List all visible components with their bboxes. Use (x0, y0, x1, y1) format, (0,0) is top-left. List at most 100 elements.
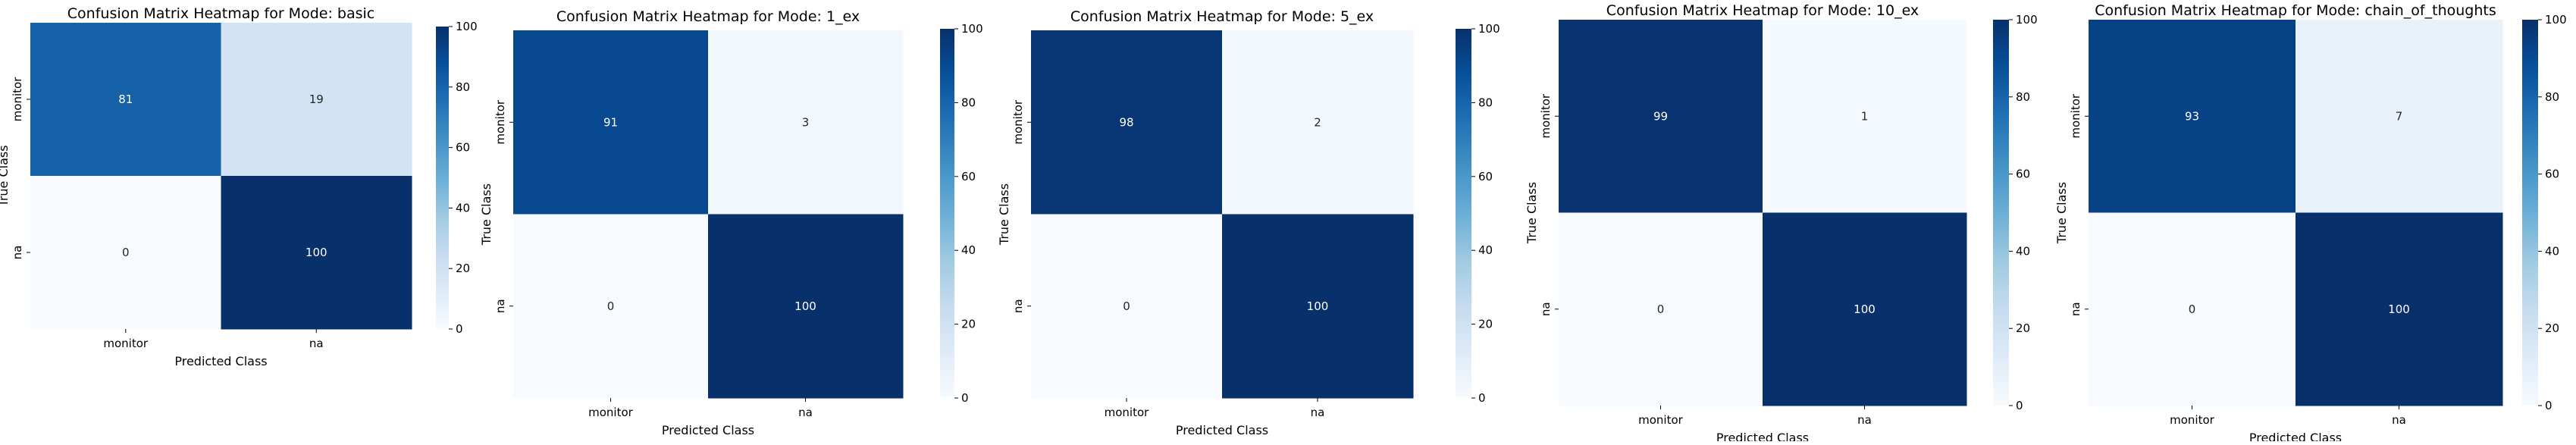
colorbar-tick-label: 20 (2016, 321, 2030, 335)
y-axis-label: True Class (2054, 182, 2069, 244)
heatmap-cell (30, 176, 221, 330)
y-axis-label: True Class (997, 183, 1011, 246)
heatmap-cell (2296, 212, 2503, 406)
colorbar-tick-label: 0 (2545, 399, 2552, 412)
y-axis-label: True Class (0, 145, 11, 207)
colorbar (436, 27, 449, 329)
y-tick-label: na (11, 246, 24, 260)
x-tick-label: monitor (1105, 406, 1150, 419)
heatmap-cell (513, 30, 709, 215)
colorbar-tick-label: 0 (1478, 391, 1486, 405)
y-axis-label: True Class (479, 183, 494, 246)
heatmap-panel-4: Confusion Matrix Heatmap for Mode: chain… (2054, 2, 2567, 445)
heatmap-cell (1031, 214, 1223, 399)
x-tick-label: monitor (2170, 413, 2215, 427)
cell-value-label: 99 (1653, 109, 1668, 123)
heatmap-cell (708, 214, 904, 399)
colorbar-tick-label: 20 (2545, 321, 2559, 335)
chart-title: Confusion Matrix Heatmap for Mode: chain… (2095, 2, 2496, 19)
heatmap-cell (1222, 214, 1414, 399)
y-tick-label: monitor (11, 77, 24, 122)
y-axis-label: True Class (1525, 182, 1539, 244)
heatmap-cell (513, 214, 709, 399)
heatmap-panel-0: Confusion Matrix Heatmap for Mode: basic… (0, 5, 478, 368)
colorbar-tick-label: 0 (2016, 399, 2023, 412)
cell-value-label: 7 (2396, 109, 2403, 123)
x-tick-label: na (1857, 413, 1872, 427)
chart-title: Confusion Matrix Heatmap for Mode: 1_ex (556, 8, 860, 25)
x-tick-label: na (1311, 406, 1325, 419)
colorbar-tick-label: 0 (961, 391, 969, 405)
x-axis-label: Predicted Class (174, 354, 267, 368)
x-axis-label: Predicted Class (1176, 423, 1268, 437)
heatmap-panel-3: Confusion Matrix Heatmap for Mode: 10_ex… (1525, 2, 2038, 445)
colorbar-tick-label: 0 (456, 322, 463, 336)
heatmap-cell (2296, 20, 2503, 213)
cell-value-label: 0 (2189, 302, 2196, 316)
x-axis-label: Predicted Class (662, 423, 754, 437)
y-tick-label: monitor (1011, 99, 1025, 145)
colorbar-tick-label: 100 (1478, 22, 1500, 36)
y-tick-label: monitor (1539, 93, 1553, 139)
cell-value-label: 2 (1314, 115, 1321, 129)
cell-value-label: 100 (1854, 302, 1876, 316)
colorbar-tick-label: 20 (1478, 318, 1493, 331)
y-tick-label: na (1011, 299, 1025, 313)
colorbar-tick-label: 80 (2016, 90, 2030, 104)
heatmap-cell (2089, 20, 2296, 213)
colorbar-tick-label: 80 (961, 96, 976, 109)
heatmap-cell (708, 30, 904, 215)
cell-value-label: 0 (607, 299, 615, 313)
cell-value-label: 0 (1657, 302, 1665, 316)
colorbar-tick-label: 40 (456, 201, 470, 215)
cell-value-label: 100 (306, 246, 327, 259)
colorbar-tick-label: 80 (2545, 90, 2559, 104)
colorbar (940, 29, 954, 398)
y-tick-label: monitor (494, 99, 507, 145)
colorbar-tick-label: 100 (961, 22, 983, 36)
y-tick-label: na (2069, 302, 2082, 316)
colorbar-tick-label: 80 (1478, 96, 1493, 109)
x-tick-label: na (798, 406, 813, 419)
cell-value-label: 0 (1123, 299, 1130, 313)
y-tick-label: na (1539, 302, 1553, 316)
heatmap-cell (2089, 212, 2296, 406)
cell-value-label: 1 (1861, 109, 1869, 123)
colorbar-tick-label: 20 (961, 318, 976, 331)
x-tick-label: na (309, 337, 324, 350)
colorbar-tick-label: 20 (456, 262, 470, 275)
colorbar-tick-label: 80 (456, 80, 470, 94)
y-tick-label: na (494, 299, 507, 313)
colorbar-tick-label: 60 (2545, 168, 2559, 181)
cell-value-label: 100 (1307, 299, 1329, 313)
colorbar-tick-label: 100 (2016, 13, 2038, 27)
x-axis-label: Predicted Class (2249, 431, 2342, 441)
cell-value-label: 81 (118, 92, 133, 106)
chart-title: Confusion Matrix Heatmap for Mode: basic (67, 5, 374, 22)
heatmap-cell (221, 23, 412, 177)
cell-value-label: 19 (309, 92, 324, 106)
colorbar (1993, 20, 2009, 406)
colorbar-tick-label: 40 (1478, 243, 1493, 257)
x-tick-label: na (2392, 413, 2406, 427)
x-tick-label: monitor (588, 406, 634, 419)
x-tick-label: monitor (103, 337, 149, 350)
y-tick-label: monitor (2069, 93, 2082, 139)
cell-value-label: 0 (122, 246, 130, 259)
colorbar-tick-label: 60 (1478, 170, 1493, 183)
heatmap-cell (1763, 20, 1967, 213)
colorbar (1456, 29, 1471, 398)
cell-value-label: 91 (603, 115, 618, 129)
heatmap-cell (1559, 20, 1763, 213)
colorbar-tick-label: 100 (456, 20, 478, 33)
colorbar-tick-label: 40 (961, 243, 976, 257)
x-tick-label: monitor (1638, 413, 1684, 427)
heatmap-cell (30, 23, 221, 177)
cell-value-label: 3 (802, 115, 810, 129)
heatmap-cell (1763, 212, 1967, 406)
heatmap-cell (1031, 30, 1223, 215)
x-axis-label: Predicted Class (1716, 431, 1809, 441)
chart-title: Confusion Matrix Heatmap for Mode: 10_ex (1606, 2, 1919, 19)
